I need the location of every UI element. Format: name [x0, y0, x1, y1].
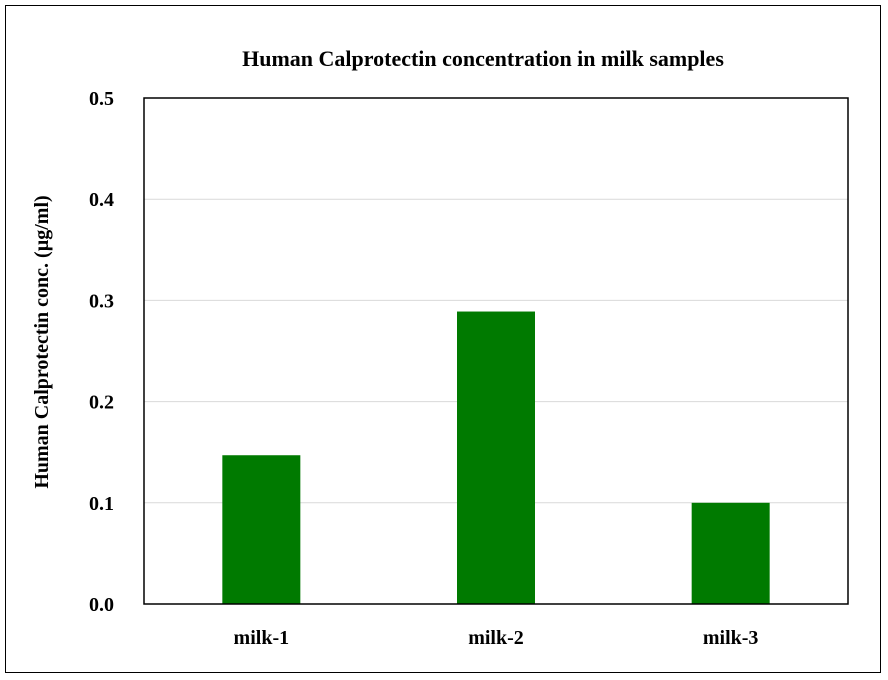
bar-milk-1	[222, 455, 301, 604]
x-axis-ticks: milk-1 milk-2 milk-3	[234, 627, 759, 649]
y-tick-label: 0.5	[89, 88, 114, 110]
y-tick-label: 0.1	[89, 493, 114, 515]
y-axis-label: Human Calprotectin conc. (µg/ml)	[31, 195, 53, 488]
x-tick-label: milk-2	[468, 627, 524, 649]
plot-area-border	[143, 97, 849, 605]
y-tick-label: 0.0	[89, 594, 114, 616]
x-tick-label: milk-1	[234, 627, 290, 649]
y-tick-label: 0.3	[89, 290, 114, 312]
bars	[222, 311, 770, 604]
bar-milk-2	[457, 311, 535, 604]
bar-milk-3	[691, 502, 770, 604]
x-tick-label: milk-3	[703, 627, 759, 649]
y-tick-label: 0.2	[89, 392, 114, 414]
y-tick-label: 0.4	[89, 189, 114, 211]
y-axis-ticks: 0.0 0.1 0.2 0.3 0.4 0.5	[89, 88, 114, 616]
chart-title: Human Calprotectin concentration in milk…	[242, 46, 724, 71]
